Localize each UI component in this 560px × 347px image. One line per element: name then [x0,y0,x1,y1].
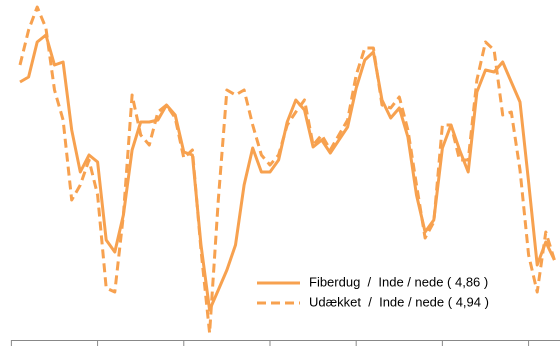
legend-label: Fiberdug / Inde / nede ( 4,86 ) [309,274,488,289]
plot [18,5,556,335]
legend-label: Udækket / Inde / nede ( 4,94 ) [309,294,489,309]
series-line [18,5,556,335]
series-line [19,33,556,312]
